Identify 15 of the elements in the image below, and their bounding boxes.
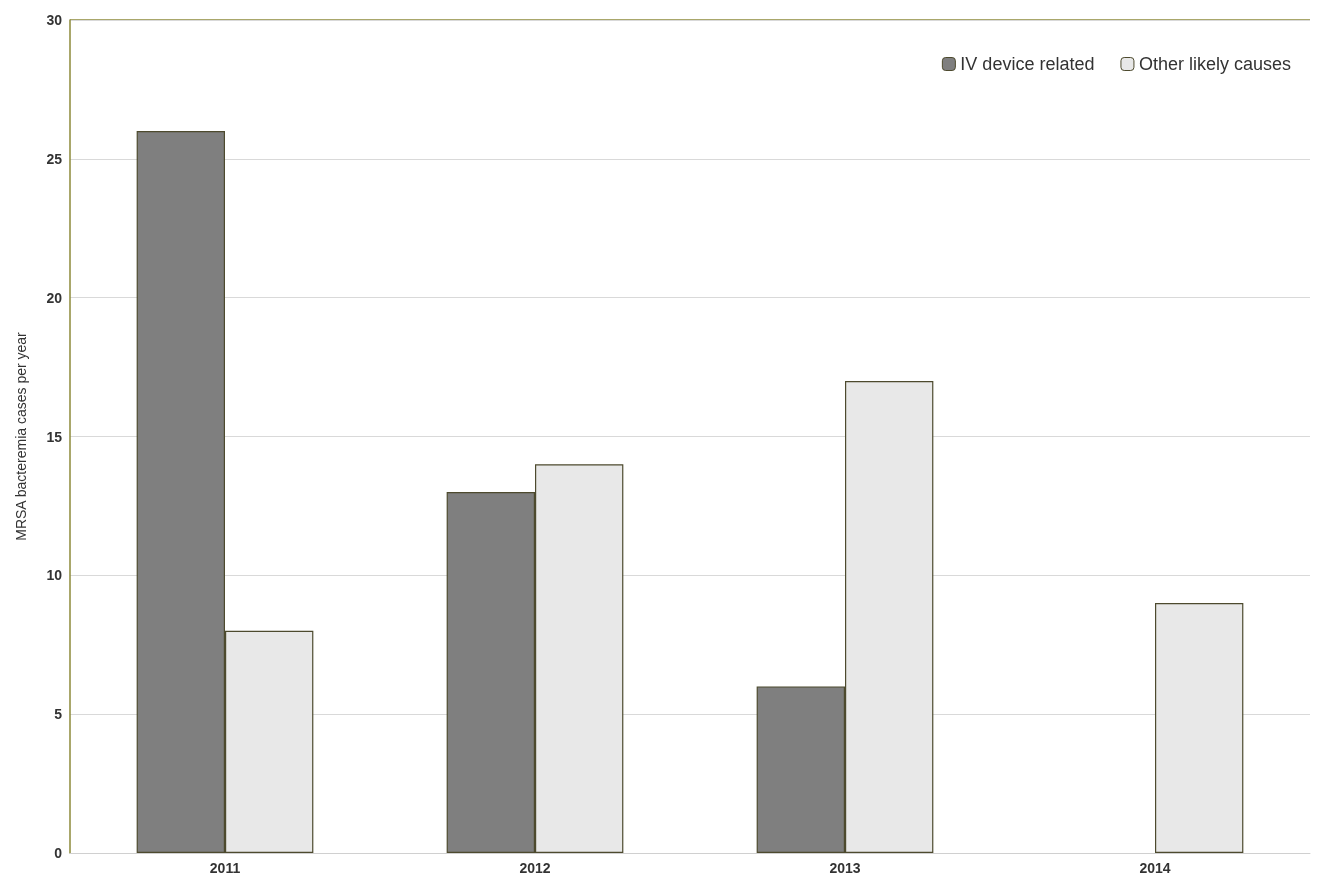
y-axis-title: MRSA bacteremia cases per year xyxy=(13,331,29,541)
y-tick-label: 5 xyxy=(54,706,63,723)
bar xyxy=(1155,603,1244,853)
y-tick-label: 25 xyxy=(46,150,63,167)
y-tick-label: 15 xyxy=(46,428,63,445)
x-tick-label: 2012 xyxy=(519,860,551,876)
y-tick-label: 10 xyxy=(46,567,63,584)
legend-label: IV device related xyxy=(960,54,1095,74)
x-tick-label: 2014 xyxy=(1139,860,1171,876)
y-tick-label: 30 xyxy=(46,12,63,28)
legend-label: Other likely causes xyxy=(1138,54,1291,74)
y-tick-label: 20 xyxy=(46,289,63,306)
x-tick-label: 2011 xyxy=(209,860,241,876)
x-tick-label: 2013 xyxy=(829,860,861,876)
y-tick-label: 0 xyxy=(54,845,63,861)
